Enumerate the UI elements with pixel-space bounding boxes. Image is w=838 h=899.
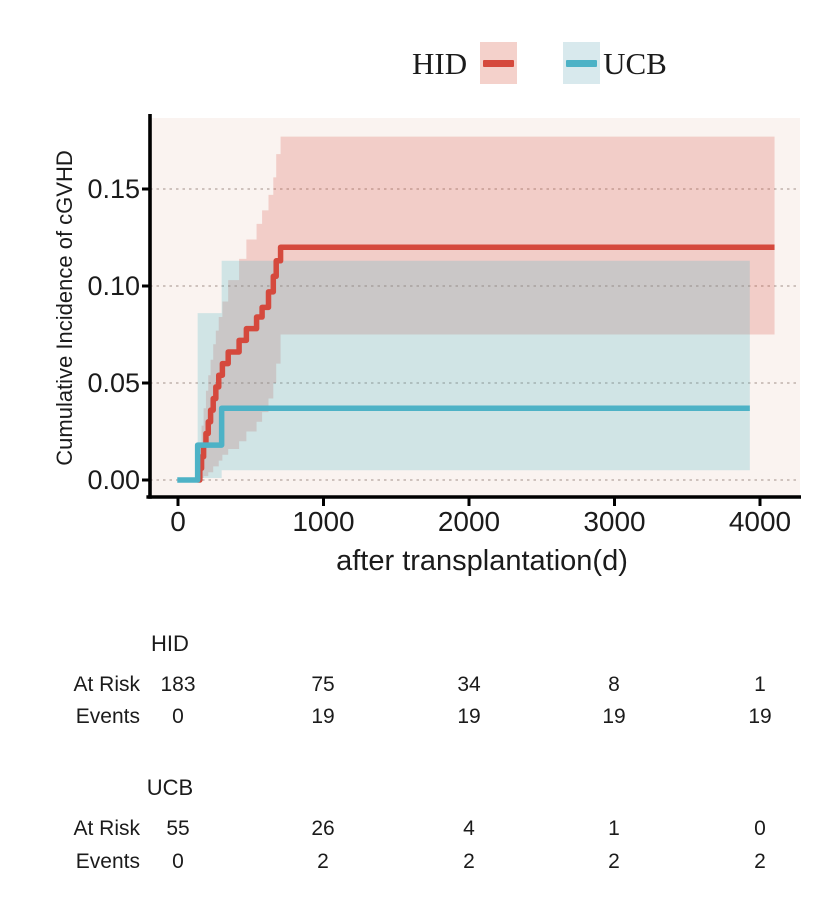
ucb-line-swatch-icon <box>566 59 598 67</box>
at-risk-row-label: At Risk <box>73 817 140 840</box>
x-axis-title: after transplantation(d) <box>336 545 628 577</box>
hid-line-swatch-icon <box>483 59 515 67</box>
ucb-legend-key-icon <box>563 42 601 84</box>
x-tick-label: 0 <box>170 506 186 537</box>
x-tick-label: 2000 <box>438 506 500 537</box>
hid-events-value: 0 <box>172 705 184 728</box>
y-tick-label: 0.15 <box>87 174 140 204</box>
hid-at-risk-value: 183 <box>160 673 196 696</box>
plot-panel-background <box>150 118 800 497</box>
cumulative-incidence-plot: 0 1000 2000 3000 4000 0.00 0.05 0.10 0.15 <box>87 114 801 537</box>
axes <box>142 114 801 506</box>
ucb-at-risk-value: 1 <box>608 817 620 840</box>
hid-events-value: 19 <box>748 705 772 728</box>
risk-group-label-ucb: UCB <box>146 775 194 800</box>
legend: HID UCB <box>412 42 667 84</box>
ucb-events-value: 2 <box>317 850 329 873</box>
hid-events-value: 19 <box>311 705 335 728</box>
confidence-bands <box>197 136 775 479</box>
x-tick-label: 3000 <box>583 506 645 537</box>
ucb-events-value: 0 <box>172 850 184 873</box>
hid-events-value: 19 <box>602 705 626 728</box>
ucb-events-value: 2 <box>463 850 475 873</box>
x-tick-label: 4000 <box>729 506 791 537</box>
ucb-events-value: 2 <box>608 850 620 873</box>
y-tick-label: 0.05 <box>87 368 140 398</box>
events-row-label: Events <box>75 850 140 873</box>
y-tick-label: 0.10 <box>87 271 140 301</box>
ucb-at-risk-value: 26 <box>311 817 335 840</box>
ucb-confidence-band <box>197 260 750 479</box>
hid-at-risk-value: 34 <box>457 673 481 696</box>
x-tick-label: 1000 <box>292 506 354 537</box>
ucb-at-risk-value: 0 <box>754 817 766 840</box>
at-risk-row-label: At Risk <box>73 673 140 696</box>
hid-events-value: 19 <box>457 705 481 728</box>
y-axis-title: Cumulative Incidence of cGVHD <box>52 150 77 466</box>
risk-group-label-hid: HID <box>151 631 189 656</box>
ucb-at-risk-value: 55 <box>166 817 190 840</box>
y-tick-label: 0.00 <box>87 465 140 495</box>
events-row-label: Events <box>75 705 140 728</box>
hid-legend-key-icon <box>480 42 518 84</box>
legend-label-ucb: UCB <box>603 45 667 81</box>
incidence-curves <box>177 244 775 483</box>
hid-at-risk-value: 1 <box>754 673 766 696</box>
hid-at-risk-value: 75 <box>311 673 335 696</box>
hid-at-risk-value: 8 <box>608 673 620 696</box>
ucb-events-value: 2 <box>754 850 766 873</box>
hid-confidence-band <box>199 136 775 479</box>
gridlines <box>150 188 800 481</box>
ucb-at-risk-value: 4 <box>463 817 475 840</box>
tick-labels: 0 1000 2000 3000 4000 0.00 0.05 0.10 0.15 <box>87 174 791 537</box>
legend-label-hid: HID <box>412 45 468 81</box>
ucb-incidence-curve <box>177 405 750 483</box>
